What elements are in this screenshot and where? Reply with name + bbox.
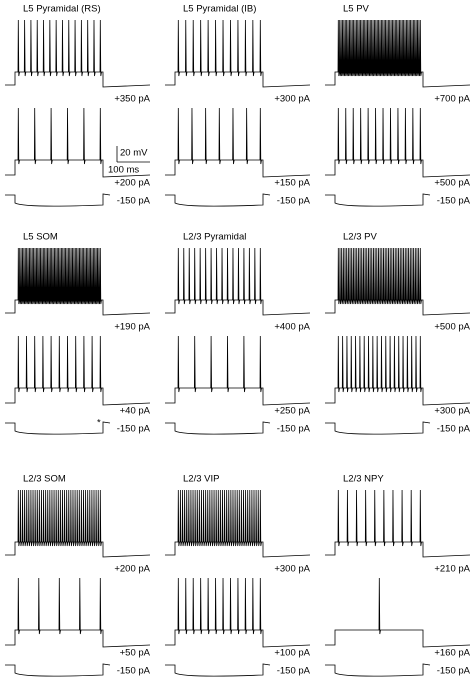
current-label: +150 pA [274, 178, 310, 189]
current-label: -150 pA [437, 424, 471, 435]
current-label: +200 pA [114, 178, 150, 189]
current-label: -150 pA [117, 424, 151, 435]
panel-title: L5 PV [343, 4, 370, 15]
trace [165, 247, 311, 316]
trace [165, 19, 311, 88]
panel-title: L2/3 Pyramidal [183, 232, 246, 243]
panel-title: L5 Pyramidal (IB) [183, 4, 256, 15]
current-label: +250 pA [274, 406, 310, 417]
trace [325, 19, 471, 88]
trace [325, 107, 471, 178]
current-label: +500 pA [434, 322, 470, 333]
trace [5, 107, 151, 178]
current-label: +160 pA [434, 648, 470, 659]
trace [325, 247, 471, 316]
panel-title: L5 Pyramidal (RS) [23, 4, 101, 15]
trace [5, 247, 151, 316]
current-label: +210 pA [434, 564, 470, 575]
current-label: -150 pA [277, 666, 311, 677]
trace [165, 335, 311, 406]
trace [165, 421, 271, 435]
current-label: +40 pA [120, 406, 151, 417]
trace [165, 107, 311, 178]
trace [5, 577, 151, 648]
trace [325, 193, 431, 207]
current-label: -150 pA [117, 196, 151, 207]
current-label: +200 pA [114, 564, 150, 575]
trace [5, 489, 151, 558]
trace [5, 421, 111, 435]
current-label: -150 pA [277, 424, 311, 435]
trace [325, 335, 471, 406]
trace [165, 577, 311, 648]
current-label: +100 pA [274, 648, 310, 659]
current-label: +500 pA [434, 178, 470, 189]
current-label: +400 pA [274, 322, 310, 333]
trace [5, 335, 151, 406]
trace [325, 421, 431, 435]
current-label: +300 pA [274, 564, 310, 575]
trace [165, 663, 271, 677]
trace [165, 193, 271, 207]
current-label: +700 pA [434, 94, 470, 105]
current-label: +350 pA [114, 94, 150, 105]
current-label: -150 pA [117, 666, 151, 677]
panel-title: L2/3 VIP [183, 474, 219, 485]
annotation: * [97, 418, 101, 429]
panel-title: L2/3 NPY [343, 474, 384, 485]
current-label: -150 pA [437, 666, 471, 677]
scale-label: 20 mV [120, 148, 148, 159]
trace [5, 193, 111, 207]
trace [325, 489, 471, 558]
current-label: +300 pA [274, 94, 310, 105]
current-label: +190 pA [114, 322, 150, 333]
current-label: -150 pA [437, 196, 471, 207]
current-label: +300 pA [434, 406, 470, 417]
current-label: +50 pA [120, 648, 151, 659]
trace [325, 577, 471, 648]
scale-label: 100 ms [108, 165, 139, 176]
trace [5, 19, 151, 88]
trace [165, 489, 311, 558]
panel-title: L5 SOM [23, 232, 58, 243]
panel-title: L2/3 PV [343, 232, 377, 243]
trace [325, 663, 431, 677]
trace [5, 663, 111, 677]
panel-title: L2/3 SOM [23, 474, 66, 485]
current-label: -150 pA [277, 196, 311, 207]
